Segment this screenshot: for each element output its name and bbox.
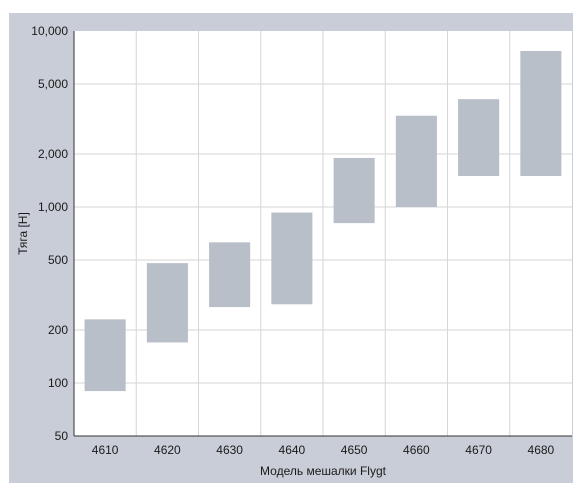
range-bar-4630 bbox=[209, 242, 251, 308]
x-tick-label: 4650 bbox=[341, 443, 368, 457]
x-tick-labels: 4610 4620 4630 4640 4650 4660 4670 4680 bbox=[92, 443, 555, 457]
y-axis-title: Тяга [Н] bbox=[16, 212, 30, 255]
y-tick-labels: 50 100 200 500 1,000 2,000 5,000 10,000 bbox=[31, 24, 68, 443]
x-tick-label: 4610 bbox=[92, 443, 119, 457]
y-tick-label: 5,000 bbox=[38, 77, 68, 91]
x-tick-label: 4660 bbox=[403, 443, 430, 457]
axes bbox=[73, 31, 572, 437]
y-tick-label: 10,000 bbox=[31, 24, 68, 38]
range-bar-4650 bbox=[333, 157, 375, 224]
y-tick-label: 100 bbox=[48, 376, 68, 390]
y-tick-label: 50 bbox=[55, 429, 69, 443]
x-axis-title: Модель мешалки Flygt bbox=[260, 464, 387, 478]
range-bar-4610 bbox=[84, 319, 126, 392]
range-bar-4680 bbox=[520, 50, 562, 177]
chart-container: 50 100 200 500 1,000 2,000 5,000 10,000 4610 462… bbox=[9, 13, 573, 483]
x-tick-label: 4630 bbox=[216, 443, 243, 457]
range-bar-4660 bbox=[395, 115, 437, 208]
x-tick-label: 4640 bbox=[279, 443, 306, 457]
y-tick-label: 2,000 bbox=[38, 147, 68, 161]
thrust-range-chart: 50 100 200 500 1,000 2,000 5,000 10,000 4610 462… bbox=[16, 24, 572, 478]
x-tick-label: 4670 bbox=[465, 443, 492, 457]
y-tick-label: 200 bbox=[48, 323, 68, 337]
y-tick-label: 1,000 bbox=[38, 200, 68, 214]
range-bar-4640 bbox=[271, 212, 313, 305]
x-tick-label: 4620 bbox=[154, 443, 181, 457]
range-bars bbox=[84, 50, 562, 392]
x-tick-label: 4680 bbox=[528, 443, 555, 457]
y-tick-label: 500 bbox=[48, 253, 68, 267]
grid-lines bbox=[74, 31, 572, 436]
range-bar-4670 bbox=[458, 99, 500, 177]
range-bar-4620 bbox=[146, 263, 188, 343]
